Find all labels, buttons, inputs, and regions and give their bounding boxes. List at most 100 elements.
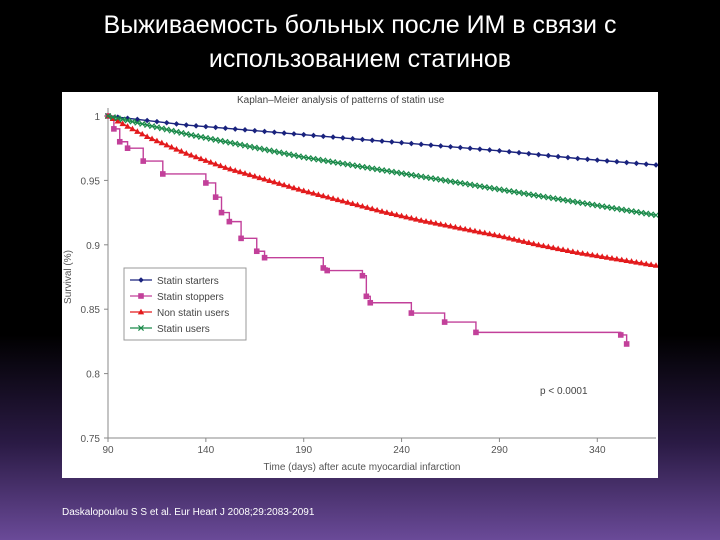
- series-2-point: [320, 192, 327, 199]
- series-2-point: [364, 204, 371, 210]
- series-3-point: [163, 126, 170, 133]
- series-0-point: [614, 158, 620, 165]
- series-3-point: [134, 119, 141, 126]
- series-3-point: [349, 162, 356, 169]
- series-0-point: [310, 132, 317, 139]
- series-3-point: [305, 154, 312, 162]
- series-3-point: [300, 154, 307, 161]
- series-1-point: [124, 145, 131, 151]
- series-3-point: [374, 166, 381, 173]
- series-2-point: [339, 197, 347, 204]
- series-3-point: [139, 120, 146, 127]
- series-2-point: [276, 180, 283, 186]
- series-3-point: [462, 180, 469, 187]
- series-2-point: [236, 168, 244, 175]
- series-0-point: [173, 121, 180, 127]
- series-2-point: [324, 193, 332, 200]
- series-2-point: [139, 130, 146, 137]
- series-0-point: [447, 143, 454, 150]
- series-3-point: [437, 176, 444, 183]
- series-2-point: [638, 259, 645, 266]
- series-0-point: [359, 136, 366, 143]
- series-2-point: [217, 162, 224, 169]
- series-3-point: [618, 206, 625, 213]
- series-0-point: [525, 150, 532, 157]
- series-2-point: [388, 210, 395, 216]
- series-0-point: [261, 128, 268, 135]
- y-tick-label-1: 0.8: [86, 370, 100, 381]
- series-3-point: [628, 208, 635, 215]
- series-0-point: [193, 123, 199, 129]
- series-3-point: [310, 155, 317, 162]
- series-0-point: [212, 124, 219, 131]
- series-2-point: [422, 218, 430, 224]
- series-3-point: [266, 147, 273, 154]
- series-2-point: [432, 220, 440, 226]
- series-2-point: [329, 195, 337, 201]
- series-0-point: [457, 144, 464, 151]
- series-2-point: [197, 155, 205, 162]
- series-2-point: [486, 230, 493, 237]
- series-3-point: [584, 200, 591, 207]
- series-0-point: [418, 141, 424, 148]
- series-2-point: [290, 184, 298, 191]
- series-0-point: [349, 135, 356, 142]
- series-0-point: [545, 152, 552, 159]
- series-3-point: [515, 189, 523, 196]
- series-2-point: [476, 228, 484, 235]
- series-3-point: [555, 196, 562, 203]
- y-tick-label-5: 1: [94, 112, 100, 123]
- kaplan-meier-chart: Kaplan–Meier analysis of patterns of sta…: [63, 95, 658, 473]
- series-2-point: [280, 181, 288, 188]
- series-3-point: [202, 134, 209, 141]
- series-3-point: [506, 188, 513, 195]
- series-3-point: [339, 160, 346, 167]
- series-0-point: [467, 145, 473, 152]
- series-0-point: [369, 137, 376, 144]
- series-2-point: [153, 137, 161, 144]
- series-2-point: [378, 208, 386, 214]
- series-2-point: [520, 238, 528, 244]
- series-3-point: [403, 171, 410, 178]
- series-3-point: [237, 141, 244, 148]
- series-1-point: [359, 272, 366, 279]
- series-2-point: [427, 219, 435, 225]
- series-2-point: [496, 232, 503, 239]
- series-3-point: [344, 161, 351, 168]
- series-0-point: [320, 133, 327, 140]
- series-3-point: [364, 164, 371, 171]
- series-2-point: [163, 141, 170, 148]
- series-1-point: [160, 171, 166, 177]
- series-2-point: [471, 227, 479, 234]
- chart-title: Kaplan–Meier analysis of patterns of sta…: [237, 95, 445, 106]
- series-3-point: [501, 187, 508, 194]
- series-3-point: [457, 179, 464, 187]
- series-3-point: [560, 196, 567, 203]
- series-3-point: [511, 188, 518, 195]
- series-3-point: [119, 116, 126, 123]
- series-2-point: [354, 201, 361, 208]
- series-0-point: [330, 134, 336, 140]
- series-2-point: [109, 115, 117, 121]
- series-3-point: [643, 210, 650, 217]
- series-3-point: [124, 117, 131, 124]
- series-2-point: [285, 183, 293, 189]
- series-1-point: [218, 209, 225, 216]
- series-2-point: [158, 139, 166, 146]
- series-0-point: [633, 160, 640, 167]
- series-0-point: [574, 155, 581, 162]
- series-0-point: [516, 149, 522, 156]
- series-3-point: [295, 153, 302, 160]
- series-2-point: [403, 213, 410, 220]
- series-3-point: [599, 203, 606, 210]
- series-2-point: [408, 214, 415, 221]
- series-2-point: [535, 241, 542, 248]
- series-3-point: [193, 132, 200, 139]
- series-1-point: [408, 310, 415, 316]
- legend-entry-0: Statin starters: [157, 276, 219, 287]
- series-3-point: [574, 199, 581, 206]
- series-3-point: [476, 183, 483, 190]
- series-3-point: [604, 204, 611, 211]
- series-1-point: [617, 332, 624, 338]
- series-3-point: [525, 191, 532, 198]
